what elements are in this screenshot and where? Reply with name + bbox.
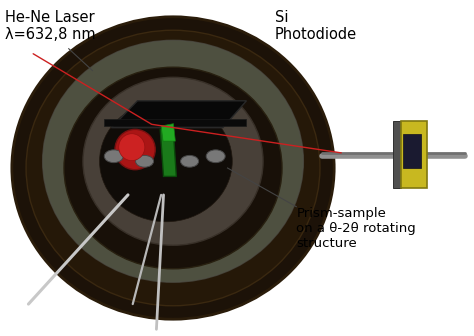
Ellipse shape	[83, 77, 263, 245]
Polygon shape	[160, 126, 176, 176]
Polygon shape	[161, 124, 175, 141]
Ellipse shape	[43, 40, 303, 282]
Bar	[393, 121, 401, 188]
Ellipse shape	[181, 155, 199, 167]
Bar	[403, 134, 421, 168]
Ellipse shape	[118, 134, 145, 161]
Ellipse shape	[64, 67, 282, 269]
Polygon shape	[111, 101, 246, 128]
Ellipse shape	[115, 129, 155, 170]
Text: Si
Photodiode: Si Photodiode	[275, 10, 357, 42]
Ellipse shape	[104, 150, 123, 163]
Ellipse shape	[136, 155, 154, 167]
Bar	[401, 121, 427, 188]
Ellipse shape	[26, 30, 320, 306]
Text: He-Ne Laser
λ=632,8 nm: He-Ne Laser λ=632,8 nm	[5, 10, 95, 42]
Ellipse shape	[206, 150, 225, 163]
Polygon shape	[104, 119, 246, 126]
Ellipse shape	[100, 101, 232, 222]
Text: Prism-sample
on a θ-2θ rotating
structure: Prism-sample on a θ-2θ rotating structur…	[296, 207, 416, 250]
Ellipse shape	[12, 17, 334, 319]
